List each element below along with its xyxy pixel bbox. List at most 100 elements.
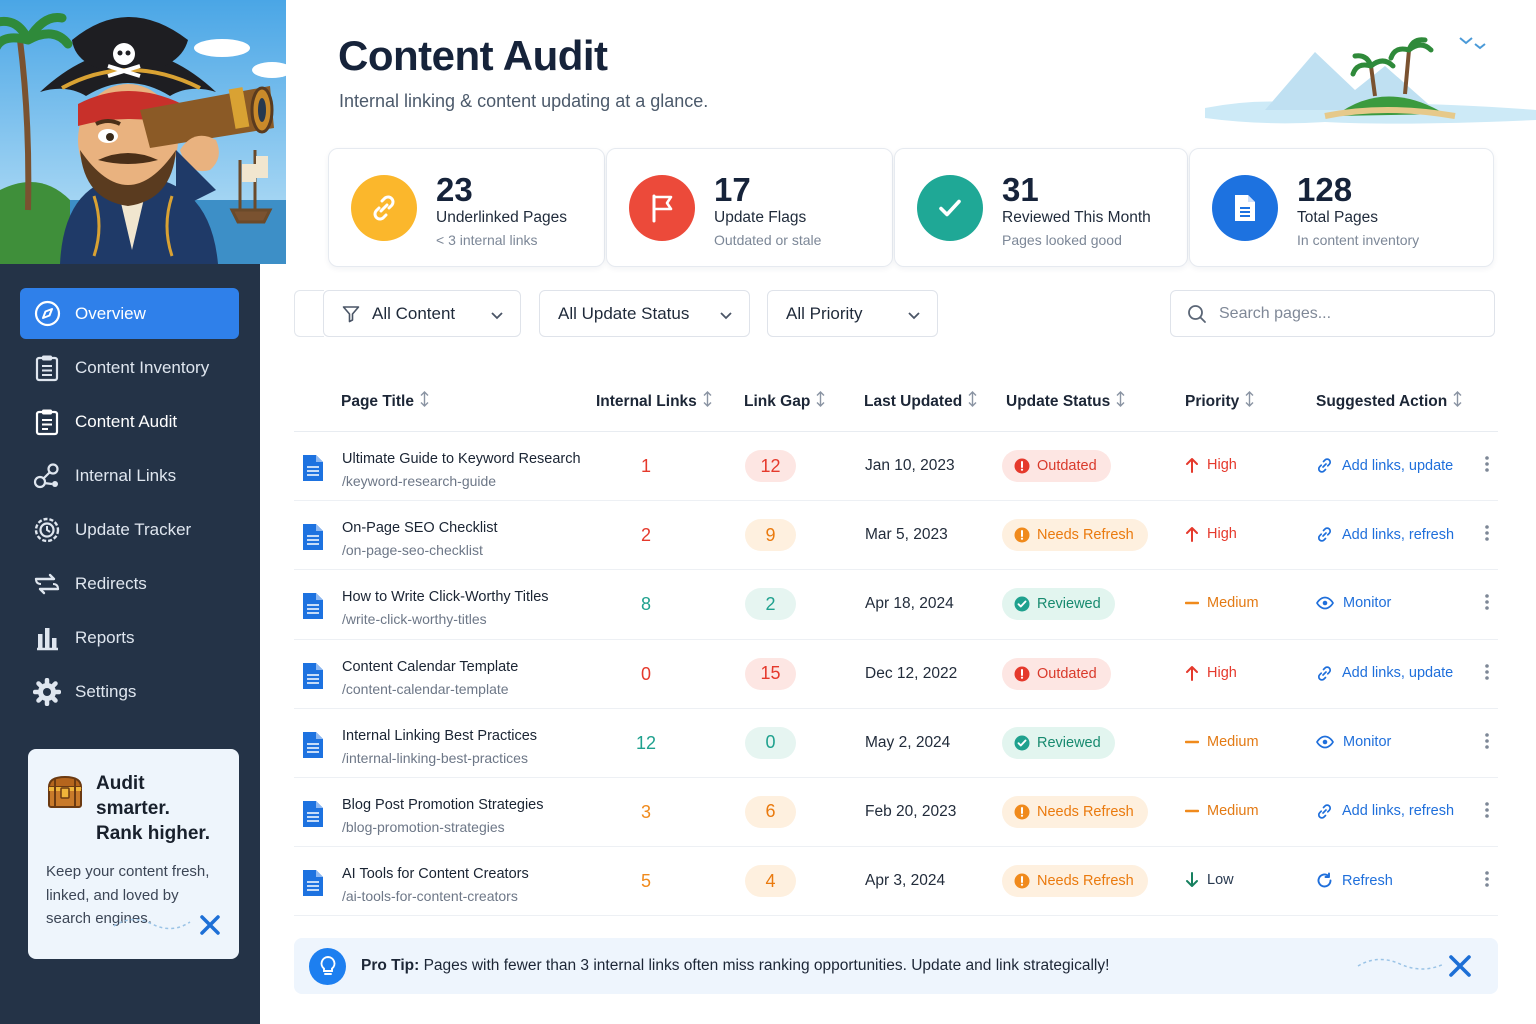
table-row[interactable]: Internal Linking Best Practices/internal… xyxy=(294,709,1498,778)
more-options-icon[interactable] xyxy=(1484,731,1490,756)
page-title-cell[interactable]: AI Tools for Content Creators xyxy=(342,866,529,883)
table-header: Page Title Internal Links Link Gap Last … xyxy=(294,366,1498,432)
status-label: Outdated xyxy=(1037,458,1097,474)
link-gap-badge: 2 xyxy=(745,588,796,621)
nav-item-internal-links[interactable]: Internal Links xyxy=(20,450,239,501)
stat-sub: In content inventory xyxy=(1297,232,1420,248)
suggested-action-link[interactable]: Refresh xyxy=(1316,872,1393,889)
search-input[interactable] xyxy=(1219,304,1479,323)
dashed-path-icon xyxy=(112,914,192,939)
nav-item-redirects[interactable]: Redirects xyxy=(20,558,239,609)
nav-label: Content Audit xyxy=(75,411,178,431)
col-link-gap[interactable]: Link Gap xyxy=(744,391,825,412)
nav-item-overview[interactable]: Overview xyxy=(20,288,239,339)
table-row[interactable]: Ultimate Guide to Keyword Research/keywo… xyxy=(294,432,1498,502)
page-title-cell[interactable]: Ultimate Guide to Keyword Research xyxy=(342,451,581,467)
col-priority[interactable]: Priority xyxy=(1185,391,1254,412)
page-title-cell[interactable]: On-Page SEO Checklist xyxy=(342,520,498,537)
more-options-icon[interactable] xyxy=(1484,523,1490,548)
stat-card-update-flags[interactable]: 17 Update Flags Outdated or stale xyxy=(606,148,893,267)
filter-group-outline xyxy=(294,290,324,337)
col-suggested-action[interactable]: Suggested Action xyxy=(1316,391,1462,412)
document-icon xyxy=(301,868,325,903)
more-options-icon[interactable] xyxy=(1484,662,1490,687)
audit-table: Page Title Internal Links Link Gap Last … xyxy=(294,366,1498,917)
stat-card-reviewed[interactable]: 31 Reviewed This Month Pages looked good xyxy=(894,148,1188,267)
link-icon xyxy=(351,175,417,241)
more-options-icon[interactable] xyxy=(1484,454,1490,479)
more-options-icon[interactable] xyxy=(1484,800,1490,825)
last-updated-date: Dec 12, 2022 xyxy=(865,664,958,682)
suggested-action-link[interactable]: Add links, refresh xyxy=(1316,803,1454,820)
col-page-title[interactable]: Page Title xyxy=(341,391,429,412)
last-updated-date: Mar 5, 2023 xyxy=(865,526,948,544)
suggested-action-link[interactable]: Add links, update xyxy=(1316,457,1453,474)
col-label: Update Status xyxy=(1006,392,1111,410)
table-row[interactable]: On-Page SEO Checklist/on-page-seo-checkl… xyxy=(294,501,1498,571)
col-label: Last Updated xyxy=(864,392,963,410)
nav-item-reports[interactable]: Reports xyxy=(20,612,239,663)
stat-sub: Pages looked good xyxy=(1002,232,1122,248)
priority-label: Low xyxy=(1207,872,1234,889)
document-icon xyxy=(301,661,325,696)
link-gap-badge: 12 xyxy=(745,450,796,482)
link-icon xyxy=(1316,665,1333,682)
col-internal-links[interactable]: Internal Links xyxy=(596,391,712,412)
status-label: Reviewed xyxy=(1037,734,1101,751)
alert-circle-icon xyxy=(1014,458,1030,474)
last-updated-date: May 2, 2024 xyxy=(865,733,951,751)
stat-card-total-pages[interactable]: 128 Total Pages In content inventory xyxy=(1189,148,1494,267)
nav-item-update-tracker[interactable]: Update Tracker xyxy=(20,504,239,555)
link-nodes-icon xyxy=(33,462,61,490)
more-options-icon[interactable] xyxy=(1484,869,1490,894)
col-label: Suggested Action xyxy=(1316,392,1448,410)
search-box[interactable] xyxy=(1170,290,1495,337)
bar-chart-icon xyxy=(33,624,61,652)
suggested-action-link[interactable]: Monitor xyxy=(1316,734,1391,750)
action-label: Add links, refresh xyxy=(1342,803,1455,820)
sort-icon xyxy=(1245,391,1254,412)
table-row[interactable]: AI Tools for Content Creators/ai-tools-f… xyxy=(294,847,1498,917)
table-row[interactable]: Content Calendar Template/content-calend… xyxy=(294,640,1498,709)
nav-label: Reports xyxy=(75,627,135,647)
page-title-cell[interactable]: How to Write Click-Worthy Titles xyxy=(342,589,549,606)
update-status-filter-select[interactable]: All Update Status xyxy=(539,290,750,337)
page-subtitle: Internal linking & content updating at a… xyxy=(339,91,709,111)
content-filter-select[interactable]: All Content xyxy=(323,290,521,337)
nav-item-content-audit[interactable]: Content Audit xyxy=(20,396,239,447)
stat-value: 128 xyxy=(1297,171,1353,208)
priority-label: Medium xyxy=(1207,733,1259,750)
tip-text: Pro Tip: Pages with fewer than 3 interna… xyxy=(361,957,1109,975)
sort-icon xyxy=(816,391,825,412)
status-badge: Outdated xyxy=(1002,657,1111,690)
alert-circle-icon xyxy=(1014,527,1030,543)
suggested-action-link[interactable]: Add links, refresh xyxy=(1316,526,1454,543)
flag-icon xyxy=(629,175,695,241)
table-row[interactable]: Blog Post Promotion Strategies/blog-prom… xyxy=(294,778,1498,848)
document-icon xyxy=(301,799,325,834)
stat-card-underlinked[interactable]: 23 Underlinked Pages < 3 internal links xyxy=(328,148,605,267)
sort-icon xyxy=(968,391,977,412)
suggested-action-link[interactable]: Add links, update xyxy=(1316,665,1453,682)
page-title-cell[interactable]: Content Calendar Template xyxy=(342,658,519,675)
col-last-updated[interactable]: Last Updated xyxy=(864,391,977,412)
more-options-icon[interactable] xyxy=(1484,592,1490,617)
page-title-cell[interactable]: Blog Post Promotion Strategies xyxy=(342,796,544,813)
internal-links-count: 2 xyxy=(640,525,651,546)
page-title-cell[interactable]: Internal Linking Best Practices xyxy=(342,727,538,744)
check-circle-icon xyxy=(1014,596,1030,612)
table-row[interactable]: How to Write Click-Worthy Titles/write-c… xyxy=(294,570,1498,640)
search-icon xyxy=(1187,304,1207,324)
priority-indicator: High xyxy=(1185,457,1237,473)
col-update-status[interactable]: Update Status xyxy=(1006,391,1125,412)
nav-item-content-inventory[interactable]: Content Inventory xyxy=(20,342,239,393)
priority-filter-select[interactable]: All Priority xyxy=(767,290,938,337)
dash-icon xyxy=(1185,803,1199,819)
table-body: Ultimate Guide to Keyword Research/keywo… xyxy=(294,432,1498,917)
sort-icon xyxy=(420,391,429,412)
priority-indicator: Medium xyxy=(1185,734,1259,750)
suggested-action-link[interactable]: Monitor xyxy=(1316,595,1391,611)
promo-title-line1: Audit smarter. xyxy=(96,773,170,819)
link-icon xyxy=(1316,457,1333,474)
nav-item-settings[interactable]: Settings xyxy=(20,666,239,717)
